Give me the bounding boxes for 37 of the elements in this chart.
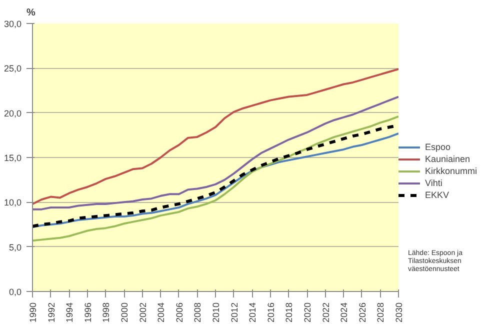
x-tick-label: 1996 — [82, 302, 93, 323]
x-tick-label: 2024 — [339, 302, 350, 323]
x-tick-label: 2008 — [192, 302, 203, 323]
x-tick-label: 1990 — [28, 302, 38, 323]
y-tick-label: 20,0 — [4, 108, 22, 118]
y-tick-label: 5,0 — [8, 242, 22, 252]
x-tick-label: 2020 — [302, 302, 312, 323]
y-tick-label: 15,0 — [4, 153, 22, 163]
y-axis-title: % — [26, 8, 36, 18]
x-tick-label: 1998 — [101, 302, 112, 323]
legend-label: EKKV — [425, 189, 450, 201]
x-tick-label: 2010 — [211, 302, 221, 323]
x-tick-label: 2002 — [138, 302, 148, 323]
x-tick-label: 2012 — [229, 302, 240, 323]
line-series — [32, 68, 398, 205]
x-tick-label: 2000 — [120, 302, 130, 323]
y-tick-label: 10,0 — [4, 198, 22, 208]
x-tick-label: 2028 — [376, 302, 386, 323]
y-tick-label: 25,0 — [4, 64, 22, 74]
x-tick-label: 2006 — [174, 302, 184, 323]
x-tick-label: 2014 — [248, 302, 258, 323]
legend-label: Kauniainen — [425, 153, 470, 165]
line-series — [32, 96, 398, 210]
legend-label: Espoo — [425, 141, 451, 153]
x-tick-label: 2018 — [284, 302, 294, 323]
legend-label: Kirkkonummi — [425, 165, 478, 177]
legend-label: Vihti — [425, 177, 444, 189]
x-tick-label: 2030 — [394, 302, 404, 323]
x-tick-label: 2026 — [357, 302, 368, 323]
x-tick-label: 1994 — [64, 302, 75, 323]
y-tick-label: 30,0 — [4, 19, 22, 29]
x-tick-label: 1992 — [46, 302, 56, 323]
y-tick-label: 0,0 — [8, 287, 22, 297]
x-tick-label: 2022 — [320, 302, 331, 323]
line-series — [32, 115, 398, 242]
x-tick-label: 2016 — [266, 302, 276, 323]
x-tick-label: 2004 — [156, 302, 166, 323]
